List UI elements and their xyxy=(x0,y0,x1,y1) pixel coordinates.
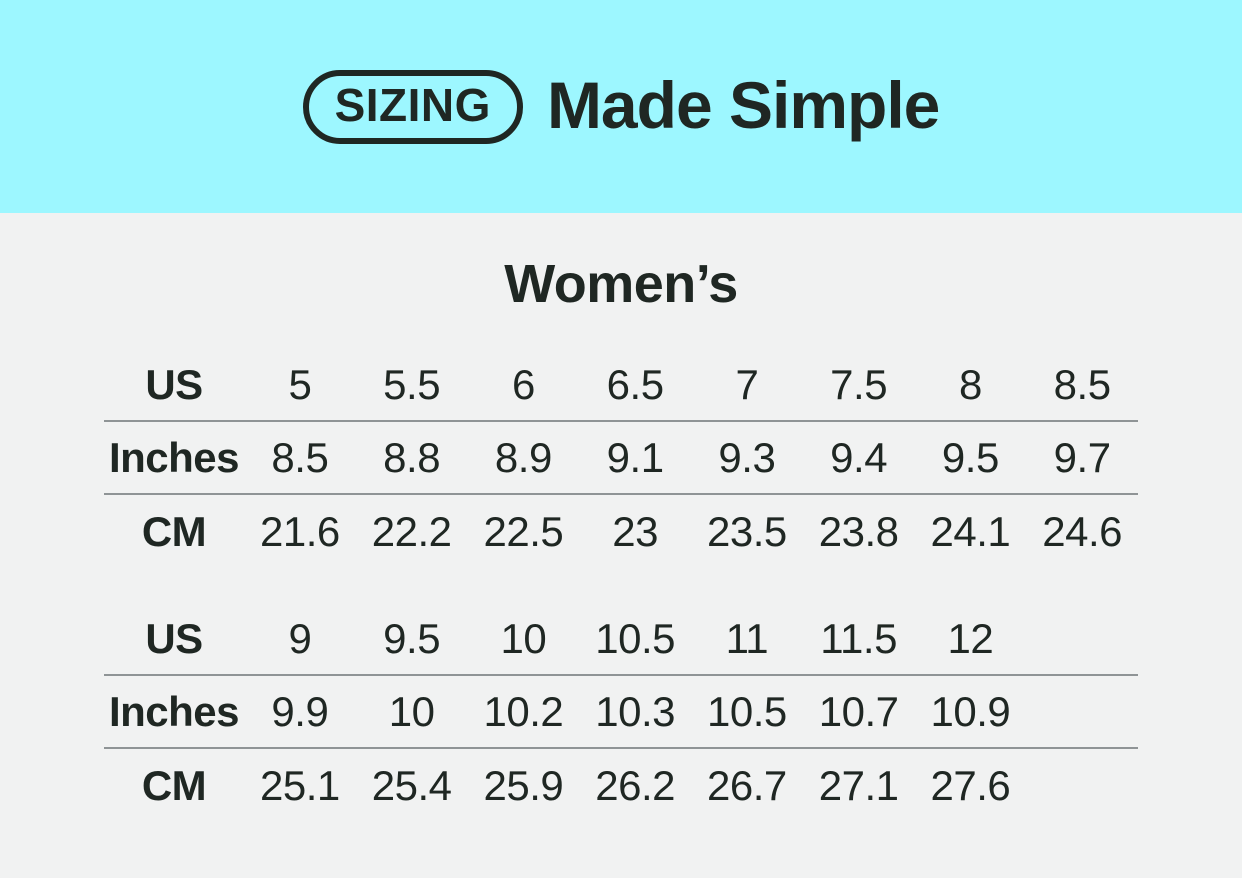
size-cell: 9.5 xyxy=(383,614,441,662)
size-cell: 23.5 xyxy=(707,507,787,555)
row-label: Inches xyxy=(108,687,240,735)
size-row-cm: CM 25.1 25.4 25.9 26.2 26.7 27.1 27.6 xyxy=(104,749,1138,822)
size-chart-section: Women’s US 5 5.5 6 6.5 7 7.5 8 8.5 Inches 8.5 8.8 8.… xyxy=(0,253,1242,822)
size-cell: 23.8 xyxy=(818,507,899,555)
page-title: Made Simple xyxy=(546,67,940,142)
size-cell: 25.4 xyxy=(371,761,452,809)
size-cell: 10.5 xyxy=(707,687,787,735)
size-row-us: US 9 9.5 10 10.5 11 11.5 12 xyxy=(104,603,1138,676)
size-cell: 7 xyxy=(735,360,759,408)
size-cell: 7.5 xyxy=(830,360,888,408)
size-cell: 5.5 xyxy=(383,360,441,408)
size-cell: 9.3 xyxy=(718,433,776,481)
womens-size-table-small: US 5 5.5 6 6.5 7 7.5 8 8.5 Inches 8.5 8.8 8.9 9.1 9.3 9… xyxy=(104,349,1138,568)
size-cell: 9.4 xyxy=(830,433,888,481)
size-cell: 10 xyxy=(388,687,435,735)
row-label: CM xyxy=(141,507,207,555)
size-row-inches: Inches 9.9 10 10.2 10.3 10.5 10.7 10.9 xyxy=(104,676,1138,749)
header-banner: SIZING Made Simple xyxy=(0,0,1242,213)
size-cell: 12 xyxy=(947,614,994,662)
size-cell: 27.6 xyxy=(930,761,1011,809)
size-cell: 8.5 xyxy=(1053,360,1111,408)
size-cell: 11 xyxy=(725,614,769,662)
size-cell: 8 xyxy=(958,360,982,408)
size-cell: 9.9 xyxy=(271,687,329,735)
size-cell: 10.5 xyxy=(595,614,675,662)
size-cell: 9.1 xyxy=(606,433,664,481)
size-cell: 10 xyxy=(500,614,547,662)
size-cell: 9.7 xyxy=(1053,433,1111,481)
size-cell: 25.1 xyxy=(260,761,340,809)
sizing-badge: SIZING xyxy=(302,69,523,144)
size-cell: 10.2 xyxy=(483,687,564,735)
size-cell: 22.2 xyxy=(371,507,452,555)
size-cell: 26.2 xyxy=(595,761,675,809)
sizing-badge-label: SIZING xyxy=(334,78,491,131)
size-cell: 8.9 xyxy=(494,433,552,481)
size-row-us: US 5 5.5 6 6.5 7 7.5 8 8.5 xyxy=(104,349,1138,422)
row-label: US xyxy=(145,360,203,408)
size-cell: 10.9 xyxy=(930,687,1011,735)
size-cell: 11.5 xyxy=(820,614,897,662)
size-cell: 25.9 xyxy=(483,761,564,809)
size-cell: 8.5 xyxy=(271,433,329,481)
row-label: Inches xyxy=(108,433,240,481)
size-cell: 23 xyxy=(612,507,658,555)
size-cell: 21.6 xyxy=(260,507,340,555)
size-cell: 27.1 xyxy=(818,761,899,809)
size-cell: 6.5 xyxy=(606,360,664,408)
size-cell: 24.6 xyxy=(1042,507,1122,555)
size-cell: 9.5 xyxy=(941,433,999,481)
row-label: CM xyxy=(141,761,207,809)
size-cell: 10.3 xyxy=(595,687,675,735)
size-cell: 10.7 xyxy=(818,687,899,735)
size-cell: 5 xyxy=(288,360,312,408)
section-title: Women’s xyxy=(504,254,738,314)
size-cell: 26.7 xyxy=(707,761,787,809)
size-cell: 6 xyxy=(511,360,535,408)
size-cell: 8.8 xyxy=(383,433,441,481)
womens-size-table-large: US 9 9.5 10 10.5 11 11.5 12 Inches 9.9 10 10.2 10.3 1… xyxy=(104,603,1138,822)
size-cell: 22.5 xyxy=(483,507,564,555)
size-row-inches: Inches 8.5 8.8 8.9 9.1 9.3 9.4 9.5 9.7 xyxy=(104,422,1138,495)
size-row-cm: CM 21.6 22.2 22.5 23 23.5 23.8 24.1 24.6 xyxy=(104,495,1138,568)
size-cell: 9 xyxy=(288,614,312,662)
size-cell: 24.1 xyxy=(930,507,1011,555)
row-label: US xyxy=(145,614,203,662)
